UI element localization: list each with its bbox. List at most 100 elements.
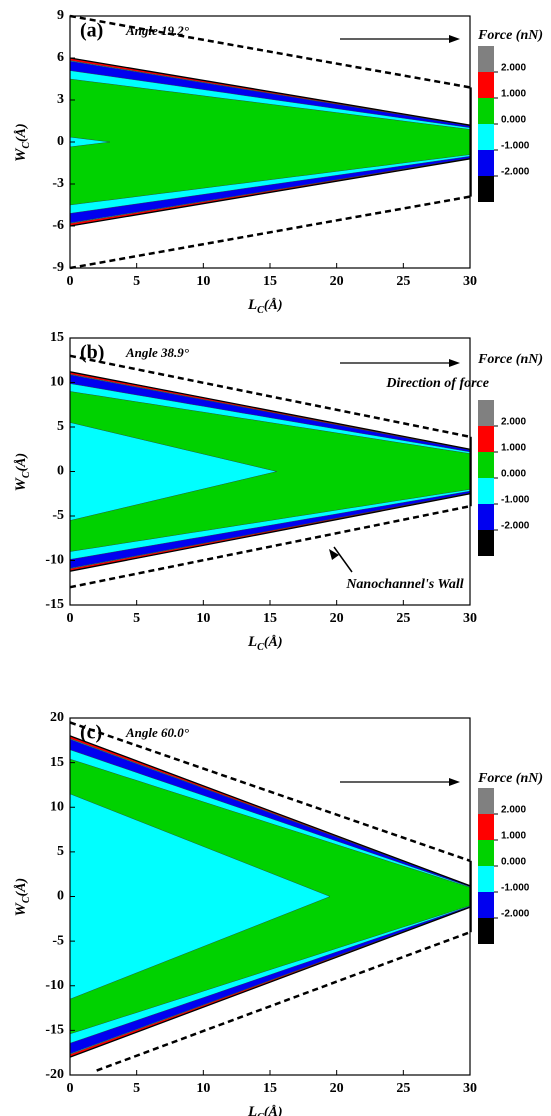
colorbar-label: 2.000: [501, 417, 526, 428]
x-tick-label: 20: [330, 1081, 344, 1096]
x-tick-label: 25: [396, 1081, 410, 1096]
y-tick-label: 6: [57, 50, 64, 65]
x-axis-label-main: L: [247, 634, 257, 650]
y-tick-label: -20: [45, 1067, 64, 1082]
y-tick-label: -6: [52, 218, 64, 233]
x-tick-label: 5: [133, 1081, 140, 1096]
x-axis-label-sub: C: [257, 642, 264, 653]
note: Nanochannel's Wall: [345, 577, 463, 592]
colorbar-band: [478, 452, 494, 478]
y-tick-label: 5: [57, 419, 64, 434]
colorbar-band: [478, 176, 494, 202]
colorbar-band: [478, 530, 494, 556]
y-tick-label: 5: [57, 844, 64, 859]
y-tick-label: -15: [45, 1023, 64, 1038]
colorbar-band: [478, 150, 494, 176]
colorbar-band: [478, 840, 494, 866]
colorbar-band: [478, 504, 494, 530]
x-axis-label-sub: C: [257, 1112, 264, 1116]
y-tick-label: -15: [45, 597, 64, 612]
x-axis-label: LC(Å): [247, 634, 283, 653]
colorbar-title: Force (nN): [477, 28, 543, 43]
colorbar-band: [478, 426, 494, 452]
channel-outline: [69, 354, 471, 439]
panel-label: (a): [80, 20, 103, 42]
y-axis-label-main: W: [13, 147, 29, 162]
x-tick-label: 25: [396, 274, 410, 289]
colorbar-title: Force (nN): [477, 771, 543, 786]
colorbar-label: 2.000: [501, 805, 526, 816]
x-tick-label: 30: [463, 611, 477, 626]
x-axis-label-unit: (Å): [264, 297, 283, 313]
colorbar-band: [478, 98, 494, 124]
y-tick-label: 15: [50, 330, 64, 345]
x-tick-label: 20: [330, 611, 344, 626]
x-tick-label: 30: [463, 274, 477, 289]
y-tick-label: 0: [57, 889, 64, 904]
y-tick-label: -10: [45, 553, 64, 568]
y-axis-label-main: W: [13, 902, 29, 917]
angle-annotation: Angle 38.9°: [125, 345, 190, 360]
x-axis-label-sub: C: [257, 305, 264, 316]
x-tick-label: 10: [196, 274, 210, 289]
colorbar-label: -2.000: [501, 521, 530, 532]
colorbar-label: 1.000: [501, 831, 526, 842]
x-axis-label-unit: (Å): [264, 1104, 283, 1116]
x-axis-label: LC(Å): [247, 297, 283, 316]
colorbar-band: [478, 814, 494, 840]
x-tick-label: 15: [263, 274, 277, 289]
x-tick-label: 0: [67, 611, 74, 626]
colorbar-label: -1.000: [501, 495, 530, 506]
y-axis-label-unit: (Å): [13, 123, 29, 142]
channel-outline: [69, 195, 471, 270]
x-tick-label: 5: [133, 611, 140, 626]
angle-annotation: Angle 60.0°: [125, 725, 190, 740]
x-tick-label: 5: [133, 274, 140, 289]
colorbar-band: [478, 400, 494, 426]
colorbar-band: [478, 46, 494, 72]
x-tick-label: 10: [196, 611, 210, 626]
x-tick-label: 25: [396, 611, 410, 626]
y-axis-label-main: W: [13, 477, 29, 492]
x-tick-label: 0: [67, 274, 74, 289]
colorbar-label: 0.000: [501, 469, 526, 480]
y-tick-label: 3: [57, 92, 64, 107]
channel-wall: [69, 57, 471, 126]
colorbar-band: [478, 866, 494, 892]
x-tick-label: 15: [263, 611, 277, 626]
x-tick-label: 0: [67, 1081, 74, 1096]
y-axis-label-sub: C: [21, 142, 32, 149]
colorbar-label: 2.000: [501, 63, 526, 74]
colorbar-label: 1.000: [501, 89, 526, 100]
y-tick-label: -9: [52, 260, 64, 275]
arrow-head: [449, 778, 460, 786]
x-axis-label-main: L: [247, 297, 257, 313]
channel-wall: [69, 493, 471, 572]
y-tick-label: 0: [57, 464, 64, 479]
panel-label: (b): [80, 342, 104, 364]
y-tick-label: -5: [52, 508, 64, 523]
colorbar-label: -2.000: [501, 167, 530, 178]
channel-outline: [69, 14, 471, 89]
y-axis-label: WC(Å): [13, 123, 32, 162]
y-axis-label-sub: C: [21, 471, 32, 478]
channel-outline: [96, 931, 471, 1072]
y-axis-label-unit: (Å): [13, 878, 29, 897]
channel-outline: [69, 504, 471, 589]
colorbar-band: [478, 892, 494, 918]
channel-wall: [69, 371, 471, 450]
y-tick-label: -3: [52, 176, 64, 191]
colorbar-title: Force (nN): [477, 352, 543, 367]
y-tick-label: 15: [50, 755, 64, 770]
y-axis-label-sub: C: [21, 896, 32, 903]
x-tick-label: 30: [463, 1081, 477, 1096]
colorbar-label: -1.000: [501, 141, 530, 152]
y-axis-label: WC(Å): [13, 878, 32, 917]
x-axis-label: LC(Å): [247, 1104, 283, 1116]
arrow-head: [449, 359, 460, 367]
y-axis-label-unit: (Å): [13, 453, 29, 472]
colorbar-label: -1.000: [501, 883, 530, 894]
arrow-head: [449, 35, 460, 43]
channel-wall: [69, 158, 471, 227]
